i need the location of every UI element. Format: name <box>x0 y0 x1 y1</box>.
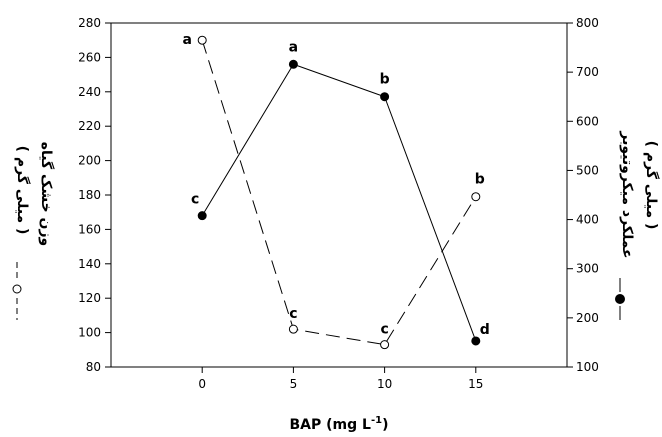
x-axis-ticks: 0 5 10 15 <box>198 367 483 391</box>
left-tick-label: 100 <box>78 326 101 340</box>
left-tick-label: 120 <box>78 291 101 305</box>
microtuber-yield-series-line <box>201 63 477 342</box>
microtuber-yield-series-point <box>471 336 481 346</box>
series-layer: a c c b c a b d <box>182 32 490 350</box>
dry-weight-series-point <box>197 35 207 45</box>
microtuber-yield-series-point <box>288 59 298 69</box>
left-tick-label: 180 <box>78 188 101 202</box>
dry-weight-series-point <box>380 340 390 350</box>
right-tick-label: 400 <box>576 213 599 227</box>
right-axis-title-line2: ( میلی گرم ) <box>643 141 660 230</box>
x-tick-label: 5 <box>290 377 298 391</box>
left-axis-title-line1: وزن خشک گیاه <box>38 142 55 247</box>
x-axis-title: BAP (mg L-1) <box>290 415 389 433</box>
right-tick-label: 600 <box>576 114 599 128</box>
left-tick-label: 220 <box>78 119 101 133</box>
left-tick-label: 140 <box>78 257 101 271</box>
left-legend-key <box>12 262 22 320</box>
dry-weight-series-point <box>288 324 298 334</box>
left-tick-label: 240 <box>78 85 101 99</box>
left-tick-label: 280 <box>78 16 101 30</box>
right-axis-ticks: 100 200 300 400 500 600 700 800 <box>567 16 599 374</box>
x-tick-label: 15 <box>468 377 483 391</box>
right-legend-key <box>615 278 625 320</box>
right-axis-title-line1: عملکرد میکروتیوبر <box>619 130 635 258</box>
right-tick-label: 800 <box>576 16 599 30</box>
right-tick-label: 200 <box>576 311 599 325</box>
right-tick-label: 500 <box>576 163 599 177</box>
left-tick-label: 200 <box>78 154 101 168</box>
microtuber-yield-series-point <box>197 211 207 221</box>
right-tick-label: 700 <box>576 65 599 79</box>
dry-weight-series-significance-label: a <box>182 32 191 48</box>
dry-weight-series-significance-label: c <box>289 306 297 322</box>
dry-weight-series-point <box>471 192 481 202</box>
microtuber-yield-series-significance-label: c <box>191 192 199 208</box>
microtuber-yield-series-significance-label: b <box>380 72 390 88</box>
left-tick-label: 160 <box>78 222 101 236</box>
left-axis-title-line2: ( میلی گرم ) <box>14 146 31 235</box>
plot-frame <box>110 22 568 368</box>
microtuber-yield-series-significance-label: d <box>480 322 490 338</box>
x-tick-label: 0 <box>198 377 206 391</box>
right-tick-label: 100 <box>576 360 599 374</box>
dry-weight-series-significance-label: b <box>475 172 485 188</box>
dry-weight-series-significance-label: c <box>380 322 388 338</box>
right-tick-label: 300 <box>576 262 599 276</box>
dry-weight-series-line <box>201 40 477 346</box>
left-axis-ticks: 80 100 120 140 160 180 200 220 240 260 280 <box>78 16 111 374</box>
x-tick-label: 10 <box>377 377 392 391</box>
microtuber-yield-series-significance-label: a <box>289 39 298 55</box>
left-tick-label: 260 <box>78 50 101 64</box>
microtuber-yield-series-point <box>380 92 390 102</box>
left-tick-label: 80 <box>86 360 101 374</box>
